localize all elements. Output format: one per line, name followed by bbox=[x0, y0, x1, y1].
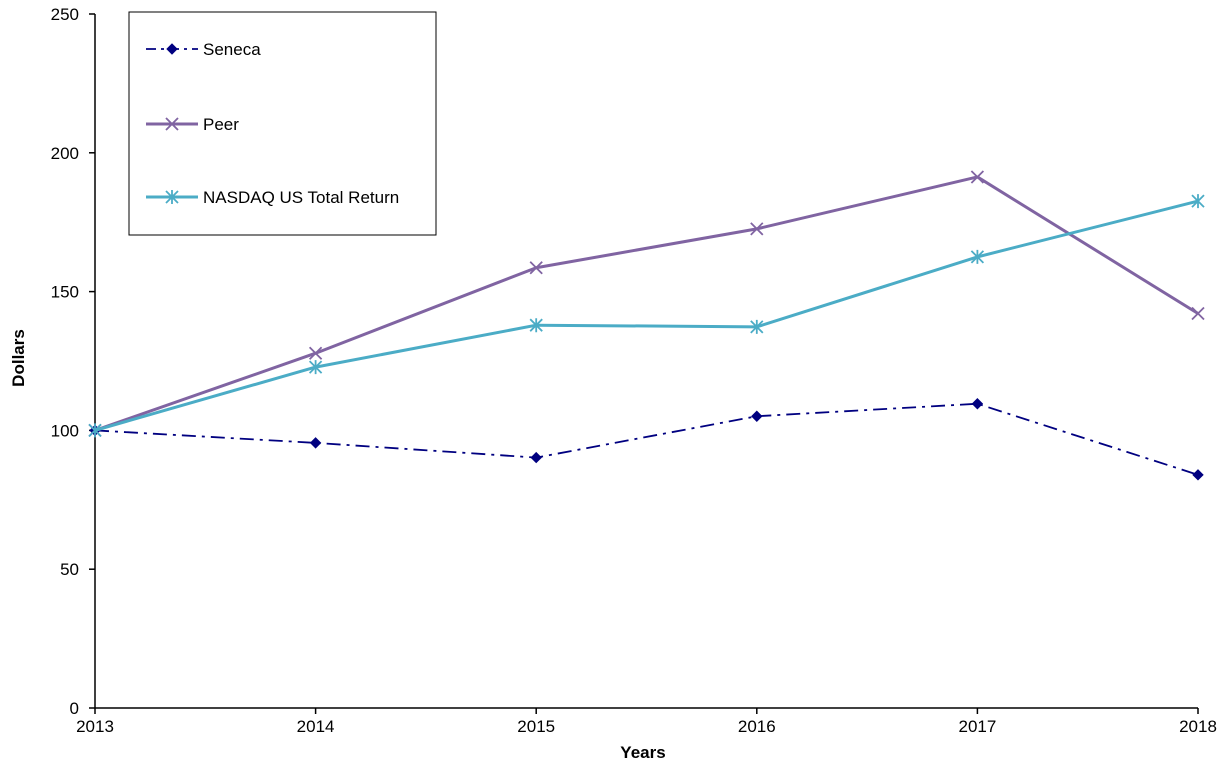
series-nasdaq-us-total-return bbox=[88, 194, 1205, 438]
legend-swatch-marker bbox=[166, 43, 178, 55]
legend-item: Peer bbox=[146, 115, 239, 134]
x-axis-title: Years bbox=[620, 743, 665, 762]
y-tick-label: 100 bbox=[51, 421, 79, 440]
series-line bbox=[94, 402, 1199, 476]
data-point-marker bbox=[530, 451, 542, 464]
y-tick-label: 150 bbox=[51, 283, 79, 302]
x-tick-label: 2018 bbox=[1179, 717, 1217, 736]
x-tick-label: 2014 bbox=[297, 717, 335, 736]
x-ticks: 2013 2014 2015 2016 2017 2018 bbox=[76, 708, 1217, 736]
legend-label: Seneca bbox=[203, 40, 261, 59]
y-tick-label: 50 bbox=[60, 560, 79, 579]
data-point-marker bbox=[88, 423, 102, 438]
x-tick-label: 2013 bbox=[76, 717, 114, 736]
legend-swatch-marker bbox=[165, 117, 179, 131]
legend-item: NASDAQ US Total Return bbox=[146, 188, 399, 207]
axes bbox=[94, 14, 1198, 709]
data-point-marker bbox=[750, 319, 764, 334]
data-point-marker bbox=[1191, 194, 1205, 209]
legend-label: Peer bbox=[203, 115, 239, 134]
legend-swatch-marker bbox=[165, 190, 179, 204]
data-point-marker bbox=[308, 360, 323, 375]
data-point-marker bbox=[970, 249, 985, 264]
x-tick-label: 2017 bbox=[958, 717, 996, 736]
data-point-marker bbox=[529, 261, 543, 275]
y-tick-label: 200 bbox=[51, 144, 79, 163]
y-ticks: 0 50 100 150 200 250 bbox=[51, 5, 95, 718]
legend-item: Seneca bbox=[146, 40, 261, 59]
legend-label: NASDAQ US Total Return bbox=[203, 188, 399, 207]
series-seneca bbox=[89, 398, 1204, 481]
data-point-marker bbox=[1192, 469, 1204, 481]
series-line bbox=[94, 199, 1199, 432]
y-axis-title: Dollars bbox=[9, 329, 28, 387]
y-tick-label: 250 bbox=[51, 5, 79, 24]
data-point-marker bbox=[970, 170, 985, 184]
data-point-marker bbox=[1191, 306, 1205, 321]
data-point-marker bbox=[308, 346, 323, 360]
y-tick-label: 0 bbox=[70, 699, 79, 718]
series-line bbox=[94, 175, 1199, 432]
x-tick-label: 2015 bbox=[517, 717, 555, 736]
legend-items: Seneca Peer NASDAQ US Total Return bbox=[146, 40, 399, 207]
data-point-marker bbox=[751, 410, 763, 422]
legend: Seneca Peer NASDAQ US Total Return bbox=[128, 11, 437, 236]
data-point-marker bbox=[750, 222, 764, 236]
data-point-marker bbox=[529, 318, 543, 333]
data-point-marker bbox=[971, 398, 984, 410]
series-layer bbox=[88, 170, 1205, 481]
data-point-marker bbox=[309, 437, 322, 449]
x-tick-label: 2016 bbox=[738, 717, 776, 736]
